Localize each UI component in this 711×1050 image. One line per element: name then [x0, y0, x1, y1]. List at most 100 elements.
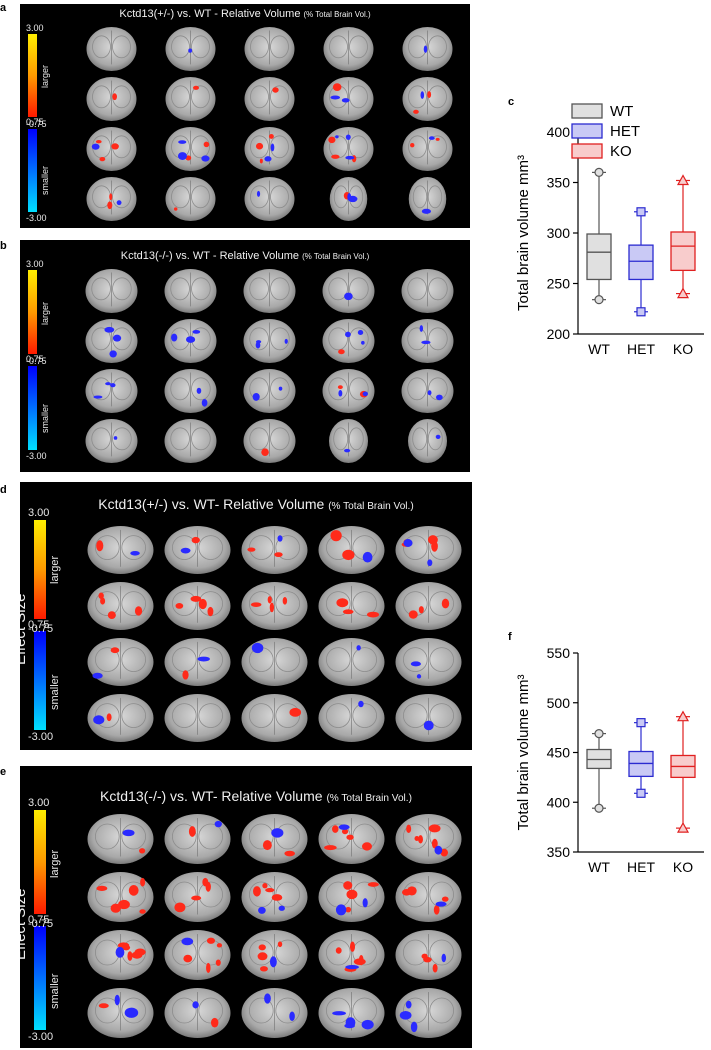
brain-hemisphere-left [91, 427, 111, 451]
effect-blob-larger [191, 895, 202, 901]
brain-hemisphere-left [403, 703, 428, 729]
y-tick-label: 350 [547, 844, 571, 860]
effect-blob-larger [257, 952, 268, 961]
effect-blob-smaller [181, 937, 194, 946]
effect-blob-smaller [104, 326, 115, 333]
effect-blob-smaller [91, 143, 100, 150]
effect-blob-smaller [356, 645, 361, 651]
brain-slice [323, 27, 374, 71]
brain-slice [318, 694, 385, 742]
effect-blob-smaller [423, 720, 434, 731]
effect-blob-larger [128, 885, 139, 896]
title-main: Kctd13(+/-) vs. WT - Relative Volume [119, 8, 301, 20]
box-het [628, 244, 654, 281]
brain-hemisphere-left [412, 185, 428, 209]
y-tick-label: 500 [547, 695, 571, 711]
title-sub: (% Total Brain Vol.) [328, 501, 414, 512]
brain-hemisphere-left [328, 377, 348, 401]
effect-blob-smaller [345, 965, 359, 970]
outlier-marker [676, 710, 690, 722]
effect-blob-larger [418, 606, 424, 614]
effect-blob-smaller [361, 1019, 374, 1030]
scale-bar-larger [28, 34, 37, 117]
brain-slice [86, 77, 137, 121]
brain-hemisphere-right [270, 135, 289, 159]
brain-hemisphere-right [275, 939, 300, 966]
brain-slice [164, 582, 231, 630]
effect-blob-smaller [116, 200, 122, 206]
brain-slice [244, 127, 295, 171]
legend-swatch [571, 103, 603, 119]
brain-slice [318, 988, 385, 1038]
brain-slice [165, 77, 216, 121]
x-tick-label: HET [627, 859, 655, 875]
effect-blob-larger [367, 611, 380, 618]
brain-hemisphere-left [171, 85, 190, 109]
brain-hemisphere-right [270, 85, 289, 109]
brain-slice [87, 638, 154, 686]
scale-word-smaller: smaller [40, 404, 50, 434]
effect-blob-larger [99, 157, 106, 162]
effect-blob-smaller [124, 1007, 139, 1018]
brain-slice [86, 177, 137, 221]
brain-slice [164, 419, 217, 463]
effect-blob-smaller [421, 340, 431, 345]
brain-hemisphere-left [95, 997, 120, 1024]
brain-hemisphere-left [326, 939, 351, 966]
effect-blob-larger [261, 448, 269, 456]
brain-slice [401, 319, 454, 363]
effect-blob-smaller [419, 325, 424, 332]
brain-hemisphere-left [412, 427, 428, 451]
effect-blob-smaller [264, 156, 272, 162]
brain-slice [87, 988, 154, 1038]
brain-hemisphere-right [198, 703, 223, 729]
effect-blob-larger [432, 963, 438, 973]
effect-blob-smaller [361, 340, 365, 345]
effect-blob-smaller [435, 434, 441, 440]
effect-blob-smaller [405, 1000, 412, 1009]
scale-bar-larger [28, 270, 37, 354]
effect-blob-smaller [110, 383, 116, 388]
brain-hemisphere-left [249, 327, 269, 351]
effect-blob-smaller [113, 436, 118, 440]
brain-hemisphere-right [275, 535, 300, 561]
effect-blob-larger [100, 597, 106, 605]
title-main: Kctd13(-/-) vs. WT - Relative Volume [120, 250, 300, 262]
effect-blob-larger [284, 850, 295, 857]
scale-tick-lower-mid: -0.75 [28, 623, 54, 635]
brain-hemisphere-left [250, 35, 269, 59]
brain-hemisphere-left [92, 35, 111, 59]
brain-hemisphere-left [95, 535, 120, 561]
effect-blob-larger [269, 602, 275, 613]
effect-blob-larger [215, 959, 221, 966]
box-ko [670, 231, 696, 272]
brain-slice [87, 814, 154, 864]
effect-blob-larger [335, 947, 342, 954]
effect-blob-smaller [410, 1021, 418, 1033]
effect-blob-larger [182, 670, 189, 680]
outlier-marker [594, 803, 604, 813]
mri-panel-b: Kctd13(-/-) vs. WT - Relative Volume (% … [20, 240, 470, 472]
mri-panel-e: Kctd13(-/-) vs. WT- Relative Volume (% T… [20, 766, 472, 1048]
brain-hemisphere-right [121, 823, 146, 850]
effect-blob-smaller [330, 95, 341, 100]
scale-word-larger: larger [49, 556, 61, 585]
panel-letter-a: a [0, 2, 7, 14]
effect-blob-larger [107, 611, 116, 620]
effect-blob-larger [328, 136, 336, 144]
effect-blob-smaller [201, 155, 210, 162]
title-sub: (% Total Brain Vol.) [303, 10, 371, 19]
brain-slice [408, 419, 447, 463]
effect-blob-larger [98, 592, 104, 599]
scale-tick-lower-mid: -0.75 [26, 119, 47, 129]
brain-hemisphere-right [191, 35, 210, 59]
effect-blob-smaller [435, 901, 447, 907]
y-axis-label: Total brain volume mm³ [515, 155, 532, 311]
effect-blob-larger [343, 881, 353, 890]
effect-blob-smaller [252, 393, 260, 401]
brain-hemisphere-right [121, 997, 146, 1024]
effect-blob-smaller [105, 382, 111, 386]
effect-blob-larger [127, 951, 133, 961]
effect-blob-larger [441, 598, 450, 609]
brain-hemisphere-right [121, 647, 146, 673]
